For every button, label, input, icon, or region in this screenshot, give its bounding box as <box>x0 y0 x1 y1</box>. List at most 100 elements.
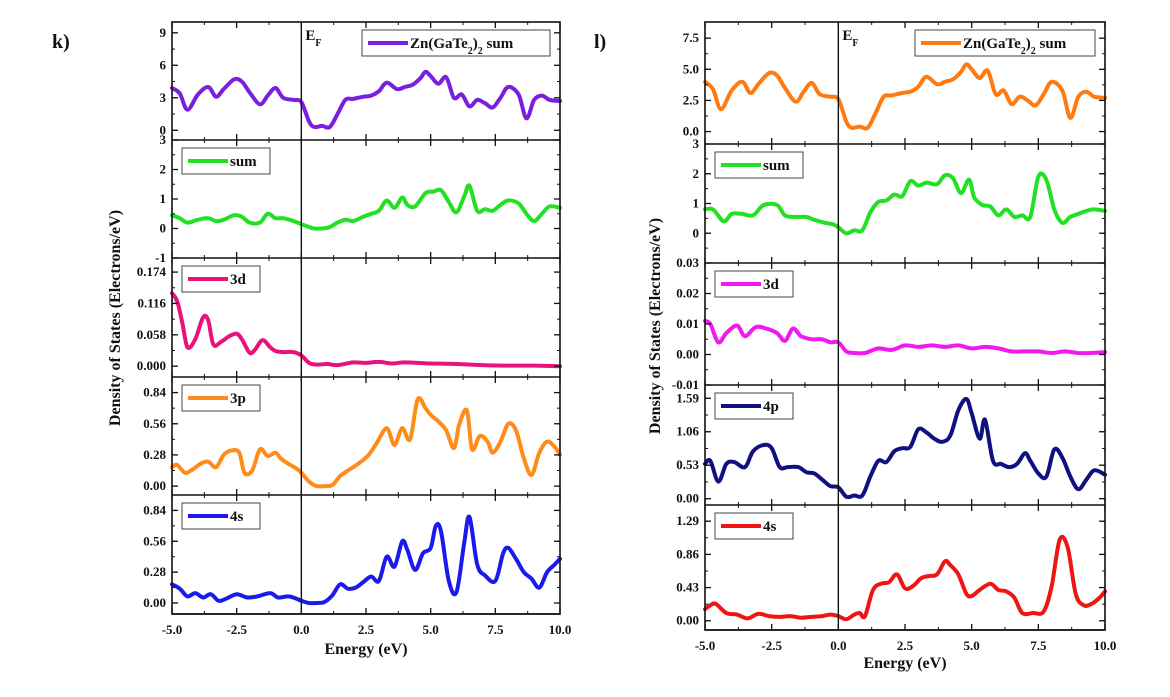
legend-label: 4p <box>763 399 779 415</box>
subplot-4s: 0.00 0.28 0.56 0.84 4s <box>143 495 562 615</box>
panel-label-l: l) <box>594 31 606 53</box>
x-tick-label: 5.0 <box>964 638 980 653</box>
x-tick-label: 0.0 <box>830 638 846 653</box>
plot-frame <box>704 21 1106 631</box>
y-tick-label: 1 <box>160 191 167 206</box>
subplot-zn-gate2-2-sum: 0 3 6 9 Zn(GaTe2)2 sum <box>160 22 562 141</box>
x-tick-label: 5.0 <box>423 622 439 637</box>
y-axis-title: Density of States (Electrons/eV) <box>107 210 124 426</box>
y-tick-label: 0.00 <box>143 478 166 493</box>
y-tick-label: 0 <box>160 122 167 137</box>
y-tick-label: 0.56 <box>143 533 166 548</box>
y-tick-label: -1 <box>155 250 166 265</box>
dos-curve-line <box>703 62 1107 131</box>
y-tick-label: 3 <box>693 136 700 151</box>
legend-box <box>361 29 551 57</box>
y-tick-label: 0.000 <box>137 358 166 373</box>
x-tick-label: 10.0 <box>1094 638 1117 653</box>
y-tick-label: 7.5 <box>683 30 700 45</box>
x-tick-label: 2.5 <box>358 622 375 637</box>
y-tick-label: 0.00 <box>676 491 699 506</box>
legend-label: 3p <box>230 391 246 407</box>
y-tick-label: 0 <box>693 225 700 240</box>
dos-curve-line <box>703 319 1107 356</box>
y-tick-label: 0.00 <box>676 347 699 362</box>
legend: 3d <box>181 265 261 293</box>
y-tick-label: 0.28 <box>143 564 166 579</box>
y-tick-label: 0.56 <box>143 416 166 431</box>
dos-curve-line <box>170 291 562 369</box>
legend-label: Zn(GaTe2)2 sum <box>410 36 514 57</box>
x-tick-label: 7.5 <box>1030 638 1047 653</box>
chart-l: 0.02.55.07.5 Zn(GaTe2)2 sum0123sum-0.010.… <box>647 21 1117 672</box>
dos-curve-line <box>170 69 562 130</box>
x-tick-label: 7.5 <box>487 622 504 637</box>
y-tick-label: 3 <box>160 90 167 105</box>
legend: sum <box>714 151 804 179</box>
x-tick-label: -5.0 <box>695 638 716 653</box>
x-tick-label: -5.0 <box>162 622 183 637</box>
subplot-4s: 0.00 0.43 0.86 1.29 4s <box>676 505 1107 631</box>
y-tick-label: 0.53 <box>676 457 699 472</box>
y-tick-label: 1.29 <box>676 513 699 528</box>
legend-label: 4s <box>230 509 244 525</box>
y-tick-label: 0.28 <box>143 447 166 462</box>
legend: 4s <box>181 502 261 530</box>
y-tick-label: 1.59 <box>676 390 699 405</box>
plot-frame <box>171 21 561 615</box>
y-tick-label: 0 <box>160 221 167 236</box>
subplot-sum: 0 1 2 3 sum <box>693 136 1107 264</box>
fermi-level-label: EF <box>305 28 321 49</box>
y-tick-label: 2 <box>160 162 167 177</box>
legend: 3d <box>714 270 794 298</box>
legend: 4p <box>714 392 794 420</box>
subplot-3d: -0.01 0.00 0.01 0.02 0.03 3d <box>672 255 1107 392</box>
y-tick-label: 2.5 <box>683 92 700 107</box>
y-tick-label: 0.058 <box>137 327 167 342</box>
y-tick-label: -0.01 <box>672 377 699 392</box>
dos-curve-line <box>703 534 1107 622</box>
legend: 3p <box>181 384 261 412</box>
y-tick-label: 6 <box>160 57 167 72</box>
x-tick-label: 0.0 <box>293 622 309 637</box>
legend-label: 3d <box>230 272 247 288</box>
y-tick-label: 0.00 <box>143 595 166 610</box>
y-tick-label: 0.0 <box>683 124 699 139</box>
y-tick-label: 9 <box>160 25 167 40</box>
subplot-zn-gate2-2-sum: 0.0 2.5 5.0 7.5 Zn(GaTe2)2 sum <box>683 22 1107 145</box>
legend: Zn(GaTe2)2 sum <box>914 29 1096 57</box>
dos-curve-line <box>170 514 562 606</box>
y-tick-label: 2 <box>693 166 700 181</box>
legend-label: 3d <box>763 277 780 293</box>
dos-curve-line <box>170 183 562 231</box>
y-tick-label: 0.03 <box>676 255 699 270</box>
x-tick-label: 10.0 <box>549 622 572 637</box>
legend-label: 4s <box>763 519 777 535</box>
y-tick-label: 0.116 <box>137 295 166 310</box>
x-tick-label: 2.5 <box>897 638 914 653</box>
x-axis-title: Energy (eV) <box>863 655 946 672</box>
y-tick-label: 0.01 <box>676 316 699 331</box>
y-tick-label: 1 <box>693 196 700 211</box>
x-tick-label: -2.5 <box>226 622 247 637</box>
y-tick-label: 0.84 <box>143 385 166 400</box>
subplot-4p: 0.00 0.53 1.06 1.59 4p <box>676 385 1107 506</box>
legend-label: sum <box>230 154 257 170</box>
x-axis-title: Energy (eV) <box>324 641 407 658</box>
y-tick-label: 1.06 <box>676 424 699 439</box>
y-tick-label: 3 <box>160 132 167 147</box>
y-tick-label: 0.02 <box>676 286 699 301</box>
subplot-3d: 0.000 0.058 0.116 0.174 3d <box>137 258 562 378</box>
dos-curve-line <box>703 396 1107 500</box>
y-tick-label: 0.174 <box>137 264 167 279</box>
y-tick-label: 0.00 <box>676 613 699 628</box>
dos-curve-line <box>170 396 562 489</box>
panel-label-k: k) <box>52 31 70 53</box>
y-axis-title: Density of States (Electrons/eV) <box>647 218 664 434</box>
y-tick-label: 0.43 <box>676 580 699 595</box>
legend: Zn(GaTe2)2 sum <box>361 29 551 57</box>
y-tick-label: 5.0 <box>683 61 699 76</box>
legend: 4s <box>714 512 794 540</box>
